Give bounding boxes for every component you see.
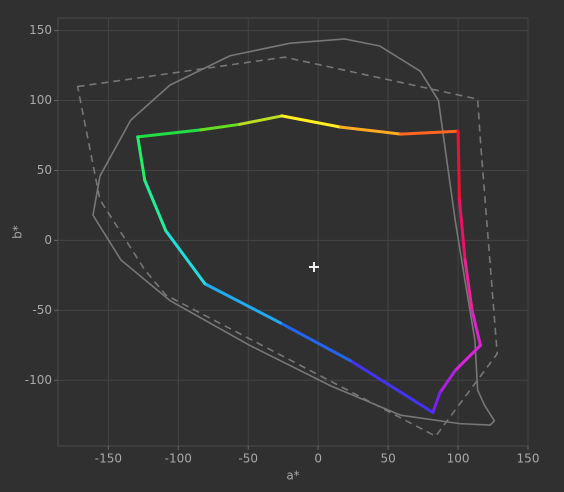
y-axis-label: b*: [11, 225, 25, 239]
gamut-segment: [278, 321, 352, 363]
gamut-segment: [470, 308, 482, 347]
gamut-segment: [164, 229, 207, 286]
x-tick-label: 150: [517, 452, 540, 466]
gamut-segment: [453, 343, 482, 372]
gamut-segment: [136, 135, 147, 182]
x-tick-label: -100: [165, 452, 192, 466]
gamut-segment: [136, 128, 203, 139]
gamut-segment: [348, 359, 435, 414]
y-tick-label: 150: [29, 23, 52, 37]
gamut-segment: [463, 258, 474, 312]
gamut-segment: [457, 198, 467, 262]
gamut-segment: [438, 368, 457, 395]
gamut-outline: [76, 56, 499, 438]
y-tick-label: 100: [29, 93, 52, 107]
x-tick-label: 50: [380, 452, 395, 466]
x-axis-label: a*: [286, 469, 299, 483]
gamut-segment: [203, 282, 282, 325]
gamut-segment: [456, 129, 461, 202]
gamut-segment: [238, 114, 284, 126]
x-tick-label: 0: [314, 452, 322, 466]
gamut-segment: [339, 125, 403, 136]
white-point: [308, 261, 319, 272]
y-tick-label: -50: [32, 303, 52, 317]
y-tick-label: 50: [37, 163, 52, 177]
gamut-segment: [431, 391, 442, 414]
gamut-outline: [92, 38, 496, 426]
y-tick-label: -100: [25, 373, 52, 387]
x-tick-label: 100: [447, 452, 470, 466]
gamut-segment: [199, 122, 242, 132]
x-tick-label: -50: [238, 452, 258, 466]
y-tick-label: 0: [44, 233, 52, 247]
gamut-segment: [399, 129, 460, 136]
gamut-segment: [143, 178, 168, 233]
x-tick-label: -150: [95, 452, 122, 466]
gamut-segment: [280, 114, 343, 129]
